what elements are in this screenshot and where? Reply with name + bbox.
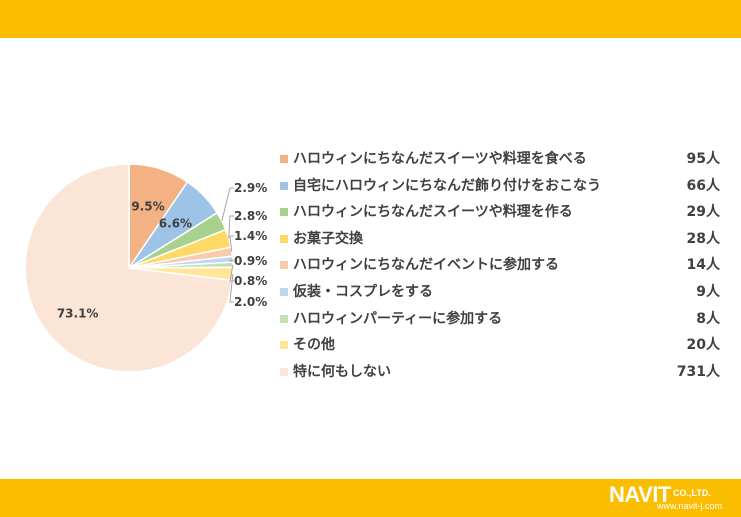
legend-swatch (280, 208, 288, 217)
legend-label: ハロウィンパーティーに参加する (293, 310, 503, 327)
bottom-banner (0, 479, 741, 517)
legend-count: 731人 (676, 363, 720, 380)
company-logo: NAVIT CO.,LTD. www.navit-j.com (609, 484, 727, 512)
legend-item: ハロウィンにちなんだイベントに参加する 14人 (280, 254, 720, 281)
legend-count: 20人 (686, 337, 720, 354)
pie-slice-9 (24, 163, 234, 373)
legend-swatch (280, 234, 288, 243)
legend-count: 8人 (696, 310, 720, 327)
legend-swatch (280, 181, 288, 190)
leader-line-6 (228, 258, 234, 262)
data-label-7: 0.8% (234, 274, 267, 288)
data-label-9: 73.1% (57, 307, 99, 321)
legend-label: ハロウィンにちなんだイベントに参加する (293, 257, 559, 274)
data-label-2: 6.6% (159, 216, 192, 230)
legend-swatch (280, 341, 288, 350)
legend-label: その他 (293, 337, 335, 354)
legend-swatch (280, 155, 288, 163)
logo-url: www.navit-j.com (657, 501, 723, 511)
legend-label: 特に何もしない (293, 363, 391, 380)
leader-line-8 (229, 273, 234, 303)
legend-label: 仮装・コスプレをする (293, 283, 433, 300)
top-banner (0, 0, 741, 38)
legend-swatch (280, 314, 288, 323)
legend-swatch (280, 287, 288, 296)
legend-item: 特に何もしない 731人 (280, 361, 720, 388)
legend-count: 14人 (686, 257, 720, 274)
legend-item: 仮装・コスプレをする 9人 (280, 281, 720, 308)
data-label-5: 1.4% (234, 229, 267, 243)
legend-count: 29人 (686, 204, 720, 221)
legend-label: ハロウィンにちなんだスイーツや料理を作る (293, 204, 573, 221)
legend-item: 自宅にハロウィンにちなんだ飾り付けをおこなう 66人 (280, 175, 720, 202)
legend-item: その他 20人 (280, 334, 720, 361)
data-label-6: 0.9% (234, 254, 267, 268)
legend-label: お菓子交換 (293, 230, 363, 247)
leader-line-7 (229, 264, 234, 282)
leader-line-5 (229, 235, 234, 252)
legend-count: 66人 (686, 177, 720, 194)
legend-count: 9人 (696, 283, 720, 300)
legend-count: 95人 (686, 151, 720, 167)
legend-swatch (280, 367, 288, 376)
logo-text: NAVIT (609, 482, 671, 507)
data-label-8: 2.0% (234, 295, 267, 309)
data-label-4: 2.8% (234, 209, 267, 223)
data-label-1: 9.5% (131, 199, 164, 213)
legend-swatch (280, 261, 288, 270)
leader-line-4 (228, 215, 234, 239)
legend-label: 自宅にハロウィンにちなんだ飾り付けをおこなう (293, 177, 601, 194)
chart-legend: ハロウィンにちなんだスイーツや料理を食べる 95人自宅にハロウィンにちなんだ飾り付… (280, 148, 720, 387)
legend-item: ハロウィンにちなんだスイーツや料理を作る 29人 (280, 201, 720, 228)
leader-line-3 (221, 187, 234, 222)
data-label-3: 2.9% (234, 181, 267, 195)
logo-company-suffix: CO.,LTD. (673, 488, 711, 498)
legend-label: ハロウィンにちなんだスイーツや料理を食べる (293, 151, 587, 167)
legend-count: 28人 (686, 230, 720, 247)
legend-item: ハロウィンパーティーに参加する 8人 (280, 308, 720, 335)
legend-item: ハロウィンにちなんだスイーツや料理を食べる 95人 (280, 148, 720, 175)
legend-item: お菓子交換 28人 (280, 228, 720, 255)
